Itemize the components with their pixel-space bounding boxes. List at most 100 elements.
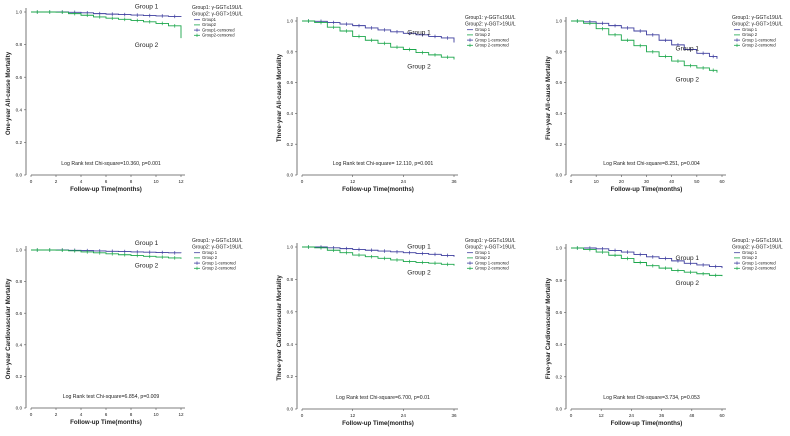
km-curve-1 xyxy=(302,20,455,43)
legend-item: Group 1 xyxy=(475,27,491,32)
legend-item: Group 2-censored xyxy=(475,43,509,48)
legend-header-group1: Group1: γ-GGT≤19U/L xyxy=(732,238,783,244)
y-tick-label: 1.0 xyxy=(556,246,563,251)
x-tick-label: 0 xyxy=(30,179,33,184)
x-axis-label: Follow-up Time(months) xyxy=(342,420,414,427)
legend-item: Group 2 xyxy=(202,255,218,260)
legend-item: Group 1-censored xyxy=(202,260,236,265)
y-axis-label: Three-year Cardiovascular Mortality xyxy=(276,275,283,381)
legend-header-group2: Group2: γ-GGT>19U/L xyxy=(192,12,243,18)
x-tick-label: 12 xyxy=(599,413,605,418)
y-tick-label: 0.4 xyxy=(287,342,294,347)
legend-header-group1: Group1: γ-GGT≤19U/L xyxy=(192,5,243,11)
y-tick-label: 0.6 xyxy=(556,80,563,85)
x-tick-label: 36 xyxy=(659,413,665,418)
y-tick-label: 0.0 xyxy=(556,173,563,178)
km-curve-2 xyxy=(302,20,455,60)
x-tick-label: 12 xyxy=(178,412,184,417)
y-tick-label: 0.4 xyxy=(16,107,23,112)
legend-item: Group 1 xyxy=(742,27,758,32)
legend-item: Group 1-censored xyxy=(742,37,776,42)
km-curve-2 xyxy=(571,20,718,73)
x-tick-label: 8 xyxy=(130,179,133,184)
y-tick-label: 0.0 xyxy=(287,173,294,178)
legend-item: Group 1-censored xyxy=(742,260,776,265)
x-tick-label: 36 xyxy=(451,413,457,418)
x-tick-label: 12 xyxy=(350,413,356,418)
x-tick-label: 30 xyxy=(644,179,650,184)
y-tick-label: 0.6 xyxy=(16,75,23,80)
y-tick-label: 0.0 xyxy=(16,406,23,411)
y-tick-label: 0.6 xyxy=(556,310,563,315)
x-tick-label: 4 xyxy=(80,179,83,184)
chart-panel-5: 0.0 0.2 0.4 0.6 0.8 1.0 0 12 24 36 Follow-up Time(… xyxy=(276,238,516,427)
log-rank-text: Log Rank test Chi-square=3.734, p=0.053 xyxy=(603,395,700,401)
y-tick-label: 0.8 xyxy=(556,278,563,283)
x-tick-label: 50 xyxy=(694,179,700,184)
y-tick-label: 1.0 xyxy=(16,10,23,15)
x-tick-label: 10 xyxy=(594,179,600,184)
legend-item: Group 1 xyxy=(475,250,491,255)
y-tick-label: 0.0 xyxy=(556,407,563,412)
log-rank-text: Log Rank test Chi-square=6.854, p=0.009 xyxy=(63,394,160,400)
legend-item: Group 2-censored xyxy=(202,266,236,271)
x-tick-label: 36 xyxy=(451,179,457,184)
y-tick-label: 0.2 xyxy=(16,140,23,145)
y-tick-label: 0.8 xyxy=(16,279,23,284)
x-axis-label: Follow-up Time(months) xyxy=(70,186,142,193)
y-tick-label: 0.2 xyxy=(287,374,294,379)
y-tick-label: 0.8 xyxy=(16,42,23,47)
y-tick-label: 0.8 xyxy=(287,277,294,282)
y-tick-label: 0.0 xyxy=(287,407,294,412)
group-2-label: Group 2 xyxy=(135,42,159,49)
x-tick-label: 12 xyxy=(350,179,356,184)
log-rank-text: Log Rank test Chi-square=10.360, p=0.001 xyxy=(61,161,161,167)
chart-panel-6: 0.0 0.2 0.4 0.6 0.8 1.0 0 12 24 36 48 60 Follow-up T… xyxy=(545,238,783,427)
y-tick-label: 0.6 xyxy=(287,80,294,85)
y-tick-label: 0.8 xyxy=(287,49,294,54)
y-axis-label: One-year All-cause Mortality xyxy=(5,51,12,135)
group-2-label: Group 2 xyxy=(676,77,700,84)
y-tick-label: 1.0 xyxy=(16,248,23,253)
x-axis-label: Follow-up Time(months) xyxy=(342,186,414,193)
legend-header-group1: Group1: γ-GGT≤19U/L xyxy=(465,15,516,21)
x-tick-label: 60 xyxy=(719,179,725,184)
legend-item: Group1 xyxy=(202,17,217,22)
x-tick-label: 4 xyxy=(80,412,83,417)
group-1-label: Group 1 xyxy=(676,46,700,53)
y-tick-label: 0.8 xyxy=(556,49,563,54)
legend-item: Group 2-censored xyxy=(742,43,776,48)
log-rank-text: Log Rank test Chi-square= 12.110, p=0.00… xyxy=(333,161,434,167)
x-tick-label: 0 xyxy=(301,413,304,418)
x-tick-label: 12 xyxy=(178,179,184,184)
group-1-label: Group 1 xyxy=(676,255,700,262)
y-tick-label: 0.4 xyxy=(556,342,563,347)
x-tick-label: 2 xyxy=(55,412,58,417)
group-1-label: Group 1 xyxy=(407,243,431,250)
log-rank-text: Log Rank test Chi-square=6.700, p=0.01 xyxy=(336,395,430,401)
x-tick-label: 40 xyxy=(669,179,675,184)
y-axis-label: One-year Cardiovascular Mortality xyxy=(5,278,12,379)
legend-header-group2: Group2: γ-GGT>19U/L xyxy=(732,245,783,251)
y-tick-label: 0.2 xyxy=(16,374,23,379)
legend-item: Group1-censored xyxy=(202,27,235,32)
y-tick-label: 1.0 xyxy=(556,19,563,24)
x-tick-label: 20 xyxy=(619,179,625,184)
km-curve-1 xyxy=(31,11,182,17)
x-tick-label: 24 xyxy=(401,413,407,418)
x-tick-label: 10 xyxy=(153,412,159,417)
legend-item: Group 1 xyxy=(742,250,758,255)
y-tick-label: 0.0 xyxy=(16,173,23,178)
x-tick-label: 60 xyxy=(719,413,725,418)
y-tick-label: 0.4 xyxy=(556,111,563,116)
group-2-label: Group 2 xyxy=(135,263,159,270)
chart-panel-3: 0.0 0.2 0.4 0.6 0.8 1.0 0 10 20 30 40 50 60 Follow-up… xyxy=(545,15,783,193)
legend-item: Group2-censored xyxy=(202,33,235,38)
x-tick-label: 10 xyxy=(153,179,159,184)
legend-header-group1: Group1: γ-GGT≤19U/L xyxy=(732,15,783,21)
legend-item: Group 1-censored xyxy=(475,260,509,265)
chart-panel-1: 0.0 0.2 0.4 0.6 0.8 1.0 0 2 4 6 8 10 12 Follow-up Tim… xyxy=(5,4,243,193)
km-curve-1 xyxy=(302,246,455,257)
chart-panel-2: 0.0 0.2 0.4 0.6 0.8 1.0 0 12 24 36 Follow-up Time(… xyxy=(276,15,516,193)
